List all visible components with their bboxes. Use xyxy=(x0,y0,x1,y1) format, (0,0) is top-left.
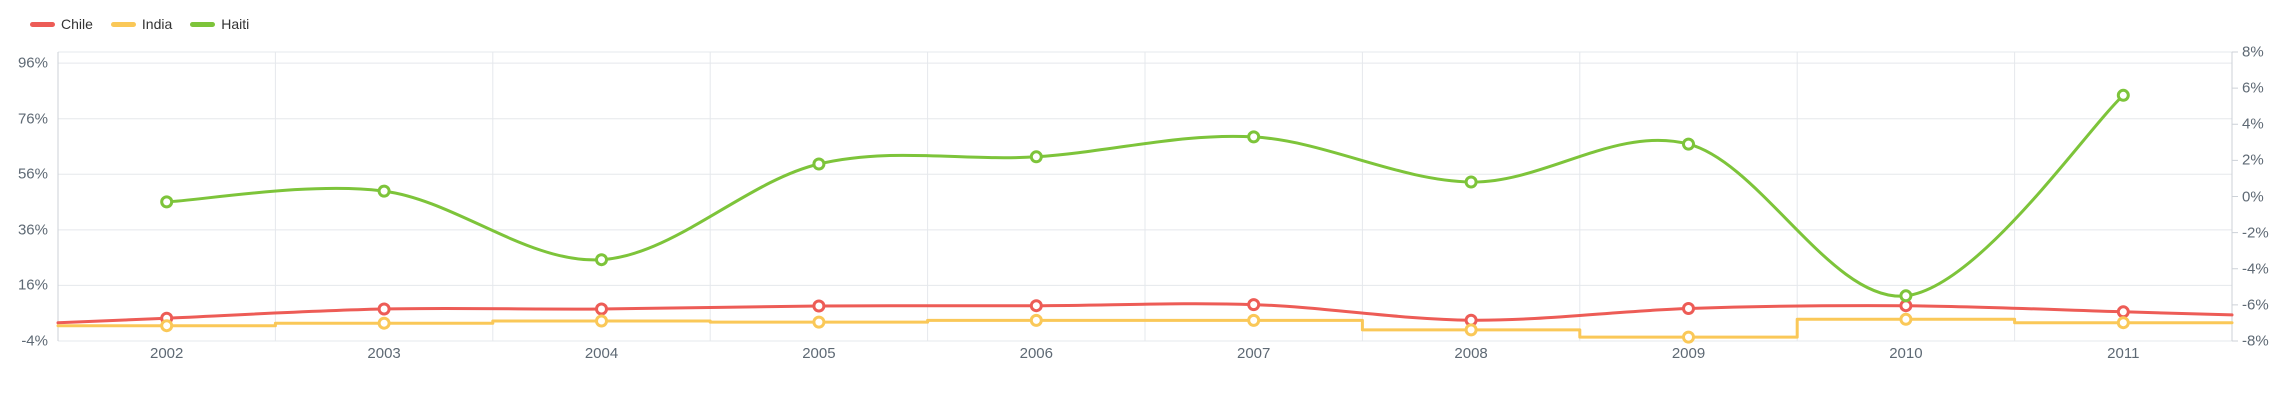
y-axis-right-tick-label: 6% xyxy=(2242,79,2264,97)
x-axis-year-label: 2008 xyxy=(1454,345,1488,362)
legend-line-swatch-icon xyxy=(110,21,136,27)
data-point-chile[interactable] xyxy=(377,302,391,316)
y-axis-right-tick-label: -6% xyxy=(2242,296,2269,314)
y-axis-right-tick-label: 2% xyxy=(2242,151,2264,169)
data-point-india[interactable] xyxy=(2116,316,2130,330)
data-point-india[interactable] xyxy=(595,314,608,328)
x-axis-year-label: 2004 xyxy=(584,345,619,362)
y-axis-left-tick-label: 76% xyxy=(17,110,48,128)
y-axis-right-tick-label: -4% xyxy=(2242,260,2269,278)
data-point-india[interactable] xyxy=(1899,312,1913,326)
data-point-india[interactable] xyxy=(1464,323,1478,337)
legend-line-swatch-icon xyxy=(190,21,216,27)
data-point-haiti[interactable] xyxy=(1029,150,1043,164)
data-point-haiti[interactable] xyxy=(2116,88,2130,102)
y-axis-left-tick-label: 56% xyxy=(17,165,48,183)
data-point-india[interactable] xyxy=(160,319,174,333)
x-axis-year-label: 2005 xyxy=(802,345,836,362)
y-axis-left-tick-label: 96% xyxy=(17,54,48,72)
y-axis-right-tick-label: 4% xyxy=(2242,115,2264,133)
y-axis-right-tick-label: -2% xyxy=(2242,224,2269,242)
x-axis-year-label: 2003 xyxy=(367,345,401,362)
data-point-haiti[interactable] xyxy=(1682,137,1695,151)
data-point-india[interactable] xyxy=(812,315,826,329)
x-axis-year-label: 2002 xyxy=(150,345,184,362)
data-point-haiti[interactable] xyxy=(160,195,174,209)
x-axis-year-label: 2007 xyxy=(1237,345,1271,362)
data-point-haiti[interactable] xyxy=(1247,130,1261,144)
data-point-haiti[interactable] xyxy=(1464,175,1478,189)
data-point-india[interactable] xyxy=(1029,313,1043,327)
x-axis-year-label: 2011 xyxy=(2107,345,2140,362)
data-point-chile[interactable] xyxy=(812,299,826,313)
x-axis-year-label: 2006 xyxy=(1019,345,1053,362)
legend: Chile India Haiti xyxy=(30,16,249,32)
legend-item[interactable]: Chile xyxy=(30,16,93,32)
legend-label-haiti: Haiti xyxy=(221,16,250,32)
data-point-india[interactable] xyxy=(1247,313,1261,327)
y-axis-right-tick-label: -8% xyxy=(2242,332,2269,350)
y-axis-right-tick-label: 0% xyxy=(2242,188,2264,205)
legend-item[interactable]: India xyxy=(110,16,173,32)
data-point-chile[interactable] xyxy=(595,302,608,316)
data-point-india[interactable] xyxy=(377,316,391,330)
y-axis-left-tick-label: -4% xyxy=(21,332,48,350)
y-axis-left-tick-label: 36% xyxy=(17,221,48,239)
series-line-india xyxy=(56,317,2234,339)
legend-line-swatch-icon xyxy=(30,21,55,27)
data-point-india[interactable] xyxy=(1682,330,1695,344)
data-point-chile[interactable] xyxy=(1029,299,1043,313)
data-point-chile[interactable] xyxy=(1247,298,1261,312)
x-axis-year-label: 2010 xyxy=(1889,345,1923,362)
legend-item[interactable]: Haiti xyxy=(190,16,249,32)
data-point-haiti[interactable] xyxy=(812,157,826,171)
data-point-haiti[interactable] xyxy=(1899,289,1913,303)
legend-label-chile: Chile xyxy=(61,16,93,32)
y-axis-left-tick-label: 16% xyxy=(17,276,48,294)
data-point-chile[interactable] xyxy=(1682,302,1695,315)
data-point-haiti[interactable] xyxy=(595,253,608,267)
data-point-haiti[interactable] xyxy=(377,184,391,198)
y-axis-right-tick-label: 8% xyxy=(2242,43,2264,61)
data-point-chile[interactable] xyxy=(2116,305,2130,319)
series-line-haiti xyxy=(165,93,2125,298)
x-axis-year-label: 2009 xyxy=(1671,345,1706,362)
legend-label-india: India xyxy=(141,16,173,32)
